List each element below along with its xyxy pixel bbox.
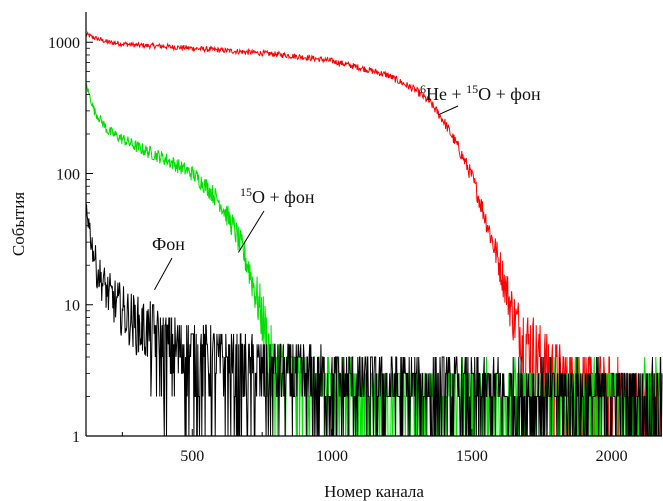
annotation-helium-pointer [438,105,459,116]
y-tick-label: 10 [64,298,80,315]
y-tick-label: 1000 [48,35,80,52]
annotation-oxygen: 15O + фон [240,185,315,207]
annotation-background-pointer [154,257,173,291]
annotation-background: Фон [152,234,185,254]
y-axis-label: События [9,192,28,256]
x-tick-label: 2000 [596,448,628,465]
x-tick-label: 1500 [456,448,488,465]
x-tick-label: 500 [180,448,204,465]
annotation-oxygen-pointer [237,210,265,253]
series-layer [85,31,663,437]
y-tick-label: 100 [56,166,80,183]
axes-layer: 500 1000 1500 2000 1 10 100 1000 [48,12,662,465]
series-line-2 [85,203,663,437]
annotation-layer: Фон 15O + фон 6He + 15O + фон [152,82,541,291]
y-tick-label: 1 [72,429,80,446]
x-axis-label: Номер канала [324,482,424,501]
x-tick-label: 1000 [316,448,348,465]
annotation-helium: 6He + 15O + фон [420,82,541,104]
